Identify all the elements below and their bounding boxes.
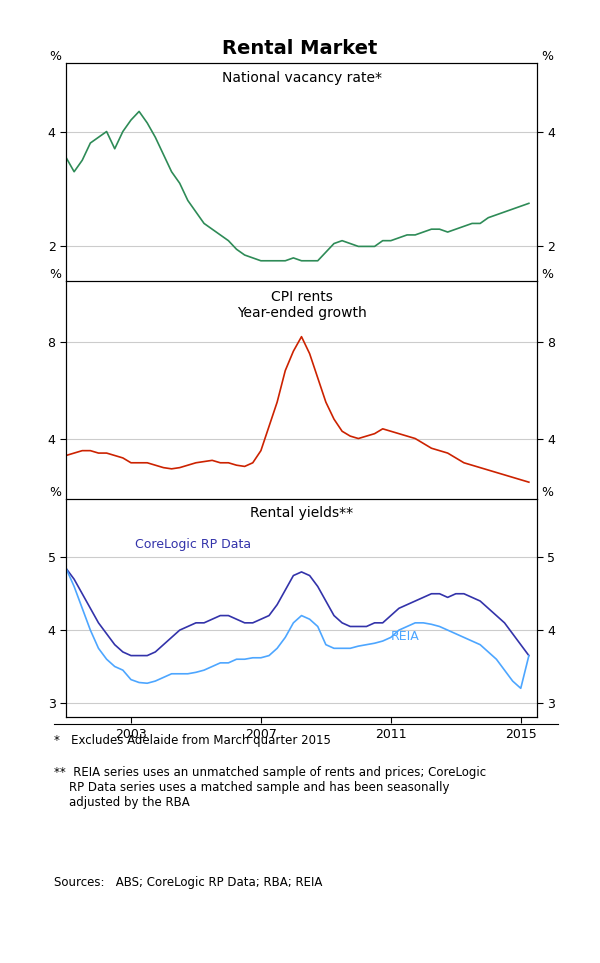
Text: REIA: REIA xyxy=(391,630,419,643)
Text: Sources:   ABS; CoreLogic RP Data; RBA; REIA: Sources: ABS; CoreLogic RP Data; RBA; RE… xyxy=(54,876,322,889)
Text: %: % xyxy=(49,50,61,63)
Text: Rental yields**: Rental yields** xyxy=(250,506,353,520)
Text: National vacancy rate*: National vacancy rate* xyxy=(221,71,382,86)
Text: %: % xyxy=(49,486,61,499)
Text: **  REIA series uses an unmatched sample of rents and prices; CoreLogic
    RP D: ** REIA series uses an unmatched sample … xyxy=(54,766,486,809)
Text: %: % xyxy=(49,268,61,281)
Text: %: % xyxy=(542,50,554,63)
Text: CPI rents
Year-ended growth: CPI rents Year-ended growth xyxy=(236,290,367,320)
Text: *   Excludes Adelaide from March quarter 2015: * Excludes Adelaide from March quarter 2… xyxy=(54,734,331,746)
Text: Rental Market: Rental Market xyxy=(223,39,377,58)
Text: %: % xyxy=(542,268,554,281)
Text: %: % xyxy=(542,486,554,499)
Text: CoreLogic RP Data: CoreLogic RP Data xyxy=(135,538,251,552)
